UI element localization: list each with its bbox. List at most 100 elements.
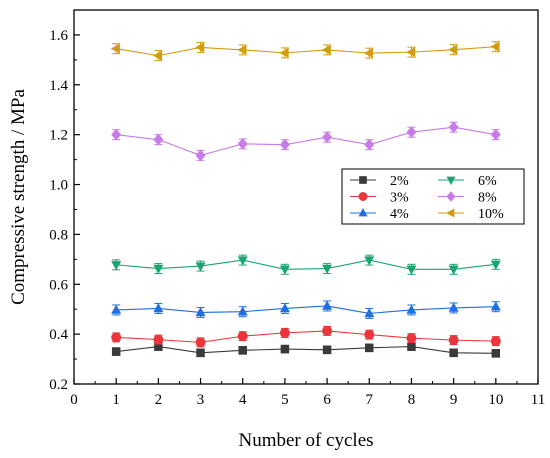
data-point [363, 48, 374, 59]
data-point [279, 138, 290, 151]
data-point [238, 346, 247, 355]
x-tick-label: 10 [488, 392, 503, 408]
legend-marker [446, 176, 456, 185]
data-point [490, 260, 501, 270]
data-point [153, 302, 164, 313]
y-tick-label: 1.2 [49, 128, 68, 144]
series-4 [111, 254, 501, 275]
data-point [110, 43, 120, 54]
data-point [365, 343, 374, 353]
data-point [448, 121, 459, 133]
data-point [364, 329, 375, 340]
y-axis-ticks: 0.2 0.4 0.6 0.8 1.0 1.2 1.4 1.6 [49, 28, 80, 393]
x-tick-label: 2 [155, 392, 163, 408]
data-point [279, 327, 290, 338]
data-point [490, 336, 501, 347]
series-line [116, 126, 496, 156]
data-point [111, 347, 121, 356]
legend-marker [446, 191, 456, 202]
data-point [111, 332, 122, 343]
x-tick-label: 1 [112, 392, 120, 408]
legend-item: 10% [438, 207, 504, 222]
series-2 [111, 325, 501, 348]
data-point [195, 262, 206, 272]
legend-label: 8% [478, 191, 497, 206]
data-point [491, 349, 501, 358]
legend: 2% 3%4% 6% 8%10% [341, 168, 525, 225]
y-tick-label: 1.6 [49, 28, 68, 44]
y-axis-title: Compressive strength / MPa [8, 89, 29, 305]
y-tick-label: 1.4 [49, 78, 68, 94]
data-point [406, 333, 417, 344]
data-point [322, 325, 333, 336]
data-point [322, 345, 332, 355]
data-point [195, 42, 205, 53]
x-tick-label: 8 [408, 392, 416, 408]
data-point [195, 337, 206, 348]
y-tick-label: 0.8 [49, 227, 68, 243]
data-point [406, 265, 417, 275]
y-tick-label: 1.0 [49, 178, 68, 194]
data-point [153, 334, 164, 345]
data-point [111, 261, 122, 271]
data-point [364, 138, 375, 151]
legend-marker [358, 192, 368, 201]
series-line [116, 346, 496, 354]
data-point [490, 301, 501, 311]
x-tick-label: 6 [323, 392, 331, 408]
y-tick-label: 0.4 [49, 327, 68, 343]
legend-marker [358, 208, 368, 217]
data-point [449, 348, 458, 358]
data-point [237, 256, 248, 266]
y-tick-label: 0.6 [49, 277, 68, 293]
series-1 [111, 342, 501, 358]
legend-label: 3% [390, 191, 409, 206]
data-point [153, 133, 164, 146]
legend-label: 2% [390, 174, 409, 189]
legend-marker [359, 176, 367, 184]
data-point [322, 264, 333, 275]
x-tick-label: 7 [366, 392, 374, 408]
legend-item: 8% [438, 191, 497, 206]
data-point [448, 44, 458, 55]
data-point [322, 131, 333, 143]
data-point [196, 348, 205, 358]
data-point [364, 256, 375, 266]
y-tick-label: 0.2 [49, 377, 68, 393]
x-tick-label: 5 [281, 392, 289, 408]
legend-item: 4% [350, 207, 409, 222]
series-line [116, 46, 496, 57]
data-point [154, 342, 163, 351]
legend-label: 6% [478, 174, 497, 189]
data-point [448, 335, 459, 346]
legend-label: 4% [390, 207, 409, 222]
data-point [111, 304, 122, 314]
data-point [280, 344, 290, 354]
x-axis-ticks: 0 1 2 3 4 5 6 7 8 9 10 11 [70, 378, 545, 408]
series-line [116, 259, 496, 270]
data-point [237, 331, 248, 342]
data-point [195, 306, 206, 317]
data-point [279, 265, 290, 275]
data-point [406, 304, 417, 314]
series-3 [111, 300, 501, 319]
data-point [237, 138, 248, 150]
data-point [237, 306, 248, 316]
legend-item: 3% [350, 191, 409, 206]
data-point [279, 47, 289, 58]
data-point [111, 128, 122, 141]
data-point [448, 302, 459, 312]
x-tick-label: 3 [197, 392, 205, 408]
legend-item: 2% [350, 174, 409, 189]
series-6 [110, 41, 500, 62]
series-layer [110, 41, 501, 358]
x-tick-label: 0 [70, 392, 78, 408]
data-point [490, 41, 500, 52]
data-point [153, 264, 164, 275]
data-point [152, 50, 163, 61]
legend-label: 10% [478, 207, 504, 222]
data-point [364, 307, 375, 318]
data-point [195, 149, 206, 162]
data-point [405, 47, 416, 58]
